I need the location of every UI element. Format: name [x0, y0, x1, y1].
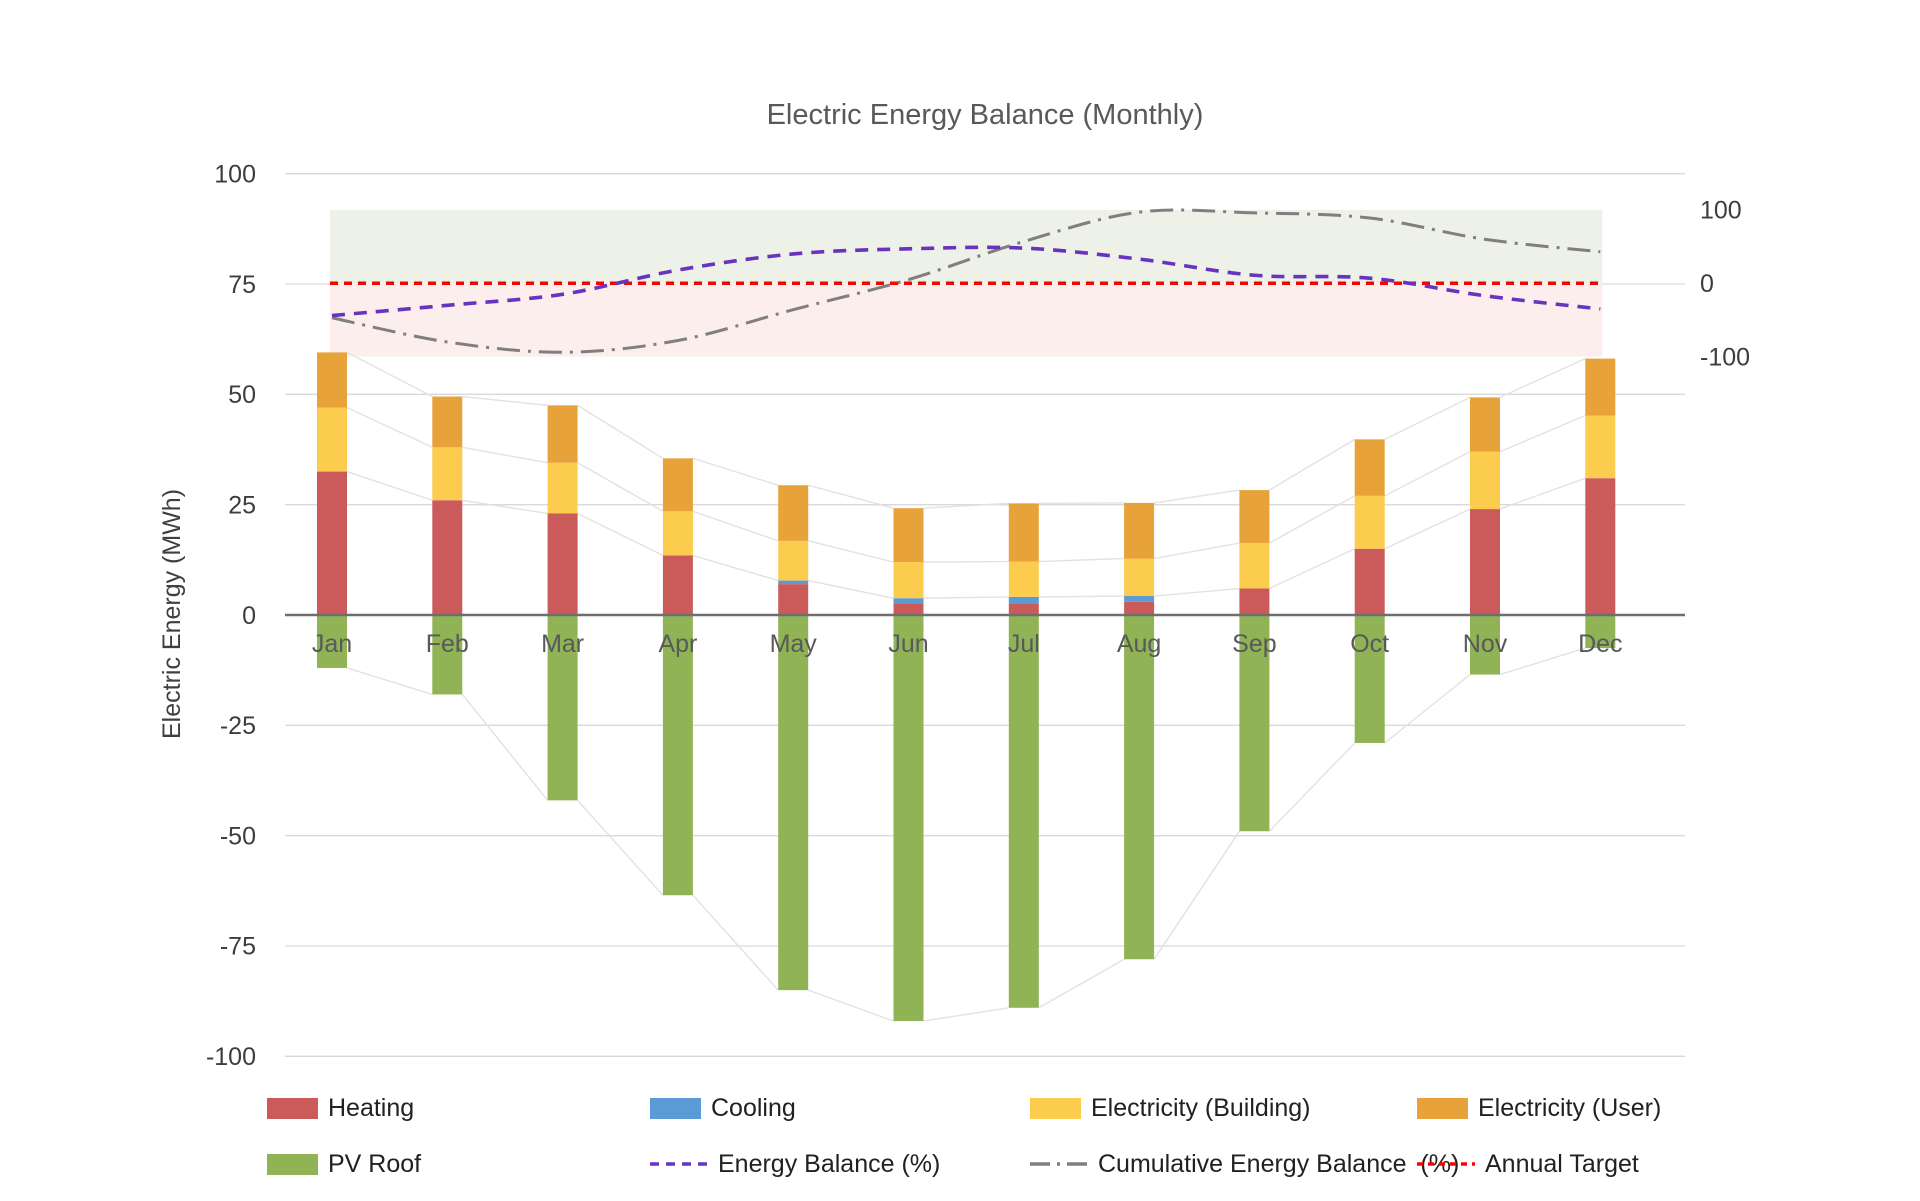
- bar-segment-electricity-user: [778, 485, 809, 541]
- left-axis-tick: 50: [228, 381, 256, 409]
- left-axis-tick: -50: [220, 822, 256, 850]
- bar-segment-pv-roof: [778, 615, 809, 991]
- bar-segment-heating: [1008, 603, 1039, 615]
- line-series: [330, 208, 1603, 354]
- stack-connector-lines: [346, 351, 1586, 1022]
- right-axis-tick: 100: [1700, 197, 1742, 225]
- bar-segment-electricity-building: [317, 407, 347, 472]
- bar-segment-heating: [547, 513, 578, 615]
- bar-segment-electricity-building: [432, 447, 463, 501]
- bar-segment-cooling: [893, 598, 924, 604]
- bar-segment-cooling: [1008, 596, 1039, 604]
- bar-segment-electricity-building: [893, 562, 924, 599]
- bar-segment-pv-roof: [662, 615, 693, 896]
- left-axis-tick: -75: [220, 933, 256, 961]
- left-axis-tick: 25: [228, 491, 256, 519]
- month-label: Jan: [312, 630, 352, 658]
- axis-tick-labels: 100 75 50 25 0 -25 -50 -75 -100 100 0 -100 Jan Feb Mar…: [206, 160, 1750, 1071]
- month-label: Sep: [1232, 630, 1276, 658]
- left-axis-tick: 0: [242, 602, 256, 630]
- left-axis-tick: 100: [214, 160, 256, 188]
- bar-segment-electricity-user: [893, 508, 924, 563]
- bar-segment-pv-roof: [1585, 615, 1616, 649]
- bar-segment-pv-roof: [432, 615, 463, 695]
- month-label: Feb: [426, 630, 469, 658]
- month-label: Aug: [1117, 630, 1161, 658]
- month-label: May: [770, 630, 818, 658]
- energy-balance-line: [331, 245, 1601, 318]
- left-axis-tick: 75: [228, 271, 256, 299]
- bar-segment-electricity-user: [662, 458, 693, 512]
- bar-segment-pv-roof: [1124, 615, 1155, 960]
- y-axis-title: Electric Energy (MWh): [158, 489, 186, 739]
- bar-segment-heating: [1470, 509, 1500, 615]
- bar-segment-electricity-building: [1354, 495, 1385, 549]
- bar-segment-pv-roof: [1354, 615, 1385, 743]
- bar-segment-electricity-building: [1585, 415, 1616, 479]
- bar-segment-electricity-building: [1470, 451, 1500, 510]
- bar-series: [317, 352, 1616, 1022]
- bar-segment-electricity-user: [1124, 502, 1155, 559]
- bar-segment-heating: [317, 471, 347, 615]
- bar-segment-electricity-user: [1239, 490, 1270, 544]
- bar-segment-electricity-building: [547, 462, 578, 514]
- bar-segment-electricity-user: [1354, 439, 1385, 496]
- month-label: Jun: [888, 630, 928, 658]
- month-label: Oct: [1350, 630, 1389, 658]
- month-label: Dec: [1578, 630, 1622, 658]
- bar-segment-electricity-user: [1008, 503, 1039, 562]
- bar-segment-electricity-user: [432, 396, 463, 448]
- chart-title: Electric Energy Balance (Monthly): [767, 99, 1204, 131]
- bar-segment-pv-roof: [1008, 615, 1039, 1008]
- bar-segment-electricity-building: [662, 511, 693, 556]
- bar-segment-electricity-building: [1124, 558, 1155, 597]
- bar-segment-heating: [432, 500, 463, 615]
- month-label: Apr: [658, 630, 697, 658]
- bar-segment-pv-roof: [1470, 615, 1500, 675]
- bar-segment-cooling: [1124, 596, 1155, 602]
- bar-segment-cooling: [778, 580, 809, 585]
- month-label: Nov: [1463, 630, 1508, 658]
- month-label: Mar: [541, 630, 584, 658]
- bar-segment-electricity-user: [1585, 358, 1616, 416]
- bar-segment-heating: [662, 555, 693, 615]
- right-axis-tick: 0: [1700, 270, 1714, 298]
- left-axis-tick: -25: [220, 712, 256, 740]
- cumulative-energy-balance-line: [331, 208, 1601, 354]
- bar-segment-electricity-building: [1008, 561, 1039, 597]
- bar-segment-heating: [1124, 601, 1155, 615]
- bar-segment-electricity-user: [1470, 397, 1500, 452]
- month-label: Jul: [1008, 630, 1040, 658]
- bar-segment-electricity-user: [547, 405, 578, 463]
- bar-segment-electricity-user: [317, 352, 347, 408]
- bar-segment-pv-roof: [317, 615, 347, 668]
- bar-segment-heating: [1585, 478, 1616, 615]
- target-bands: [330, 209, 1603, 357]
- bar-segment-electricity-building: [1239, 543, 1270, 589]
- right-axis-tick: -100: [1700, 343, 1750, 371]
- bar-segment-pv-roof: [893, 615, 924, 1022]
- bar-segment-heating: [778, 584, 809, 615]
- left-axis-tick: -100: [206, 1043, 256, 1071]
- bar-segment-pv-roof: [1239, 615, 1270, 832]
- bar-segment-electricity-building: [778, 540, 809, 581]
- bar-segment-heating: [1354, 548, 1385, 615]
- bar-segment-heating: [893, 603, 924, 615]
- bar-segment-pv-roof: [547, 615, 578, 801]
- bar-segment-heating: [1239, 588, 1270, 615]
